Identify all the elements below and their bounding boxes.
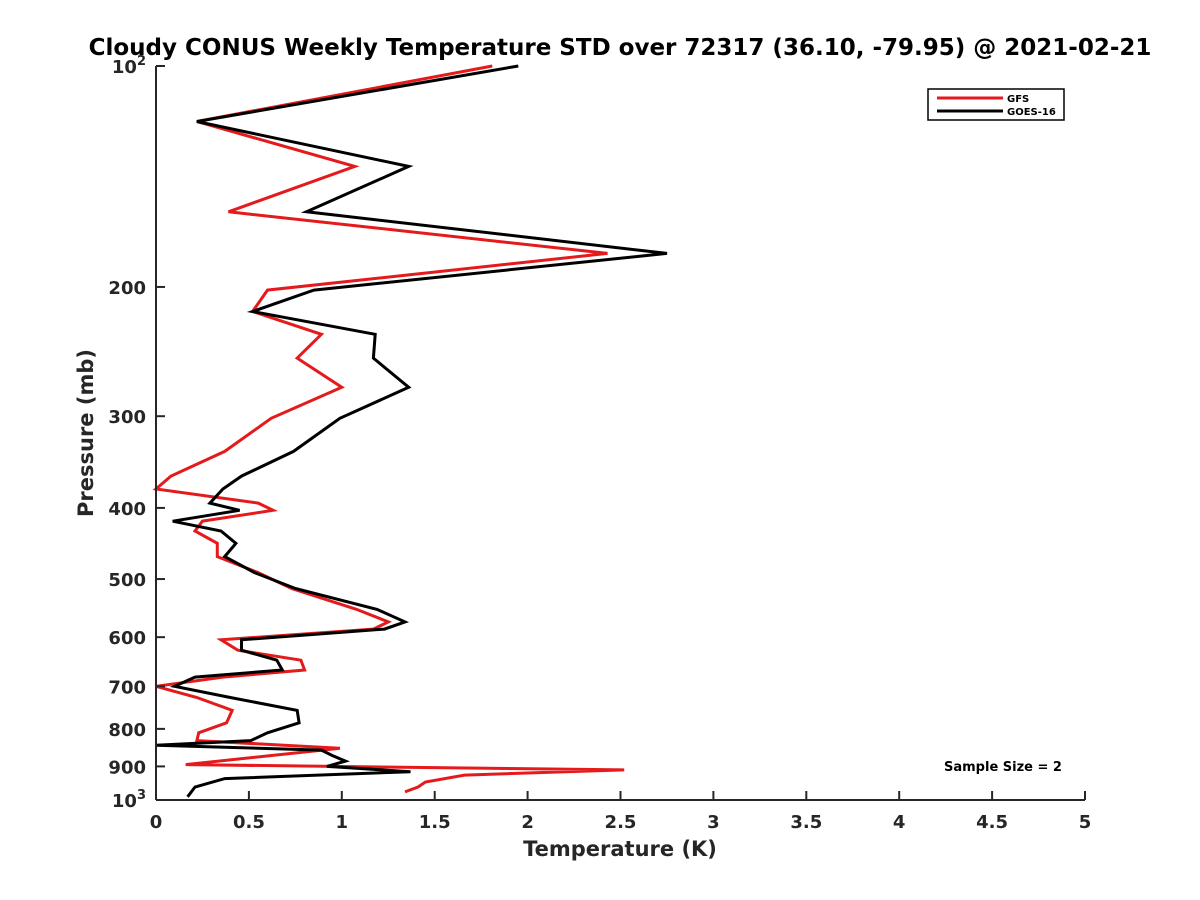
- x-tick-label: 5: [1079, 812, 1092, 833]
- y-axis-label: Pressure (mb): [74, 349, 98, 517]
- y-tick-label: 700: [108, 677, 146, 698]
- x-tick-label: 3.5: [790, 812, 822, 833]
- y-tick-label: 103: [112, 788, 146, 812]
- y-tick-label: 800: [108, 720, 146, 741]
- legend-box: [927, 88, 1065, 121]
- y-tick-label: 900: [108, 757, 146, 778]
- y-tick-label: 500: [108, 570, 146, 591]
- axes-layer: 0 0.5 1 1.5 2 2.5 3 3.5 4 4.5 5 102 200 300 400 500 600 7…: [108, 54, 1091, 833]
- series-line-2: [155, 64, 668, 798]
- x-tick-label: 2: [521, 812, 534, 833]
- legend-entries: GFS GOES-16: [937, 94, 1056, 118]
- sample-size-annotation: Sample Size = 2: [944, 760, 1062, 775]
- legend-label: GOES-16: [1007, 107, 1056, 118]
- x-tick-label: 1.5: [419, 812, 451, 833]
- y-tick-label: 102: [112, 54, 146, 78]
- y-tick-label: 200: [108, 278, 146, 299]
- x-tick-label: 1: [336, 812, 349, 833]
- series-layer: [152, 64, 668, 798]
- x-tick-label: 2.5: [605, 812, 637, 833]
- y-tick-label: 600: [108, 628, 146, 649]
- y-tick-label: 300: [108, 407, 146, 428]
- x-tick-label: 0: [150, 812, 163, 833]
- legend: GFS GOES-16: [927, 88, 1065, 121]
- y-tick-label: 400: [108, 499, 146, 520]
- x-tick-label: 3: [707, 812, 720, 833]
- x-axis-label: Temperature (K): [523, 837, 717, 861]
- x-tick-label: 4.5: [976, 812, 1008, 833]
- legend-label: GFS: [1007, 94, 1029, 105]
- x-tick-label: 0.5: [233, 812, 265, 833]
- chart-title: Cloudy CONUS Weekly Temperature STD over…: [89, 35, 1152, 61]
- x-tick-label: 4: [893, 812, 906, 833]
